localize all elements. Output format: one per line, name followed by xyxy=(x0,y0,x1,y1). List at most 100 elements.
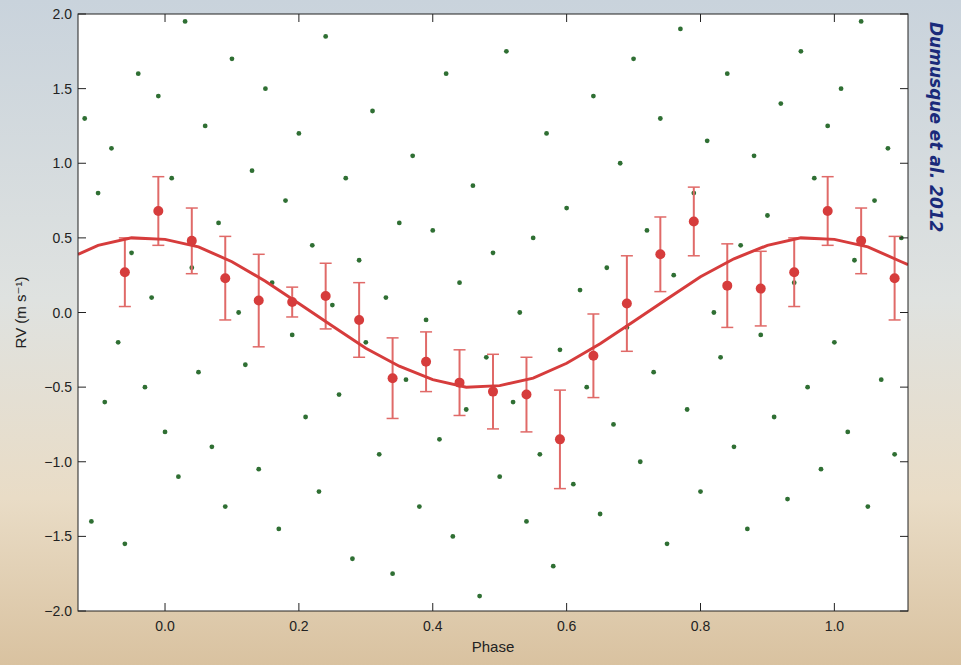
y-tick-label: 2.0 xyxy=(53,6,73,22)
rv-point xyxy=(290,332,295,337)
rv-point xyxy=(143,385,148,390)
rv-point xyxy=(631,56,636,61)
rv-point xyxy=(799,49,804,54)
y-tick xyxy=(78,163,908,164)
rv-point xyxy=(384,295,389,300)
binned-point xyxy=(120,267,130,277)
rv-point xyxy=(350,556,355,561)
rv-point xyxy=(752,153,757,158)
rv-point xyxy=(859,19,864,24)
x-tick xyxy=(566,14,567,611)
fit-curve xyxy=(78,238,908,387)
rv-point xyxy=(852,258,857,263)
chart: 0.00.20.40.60.81.0−2.0−1.5−1.0−0.50.00.5… xyxy=(0,0,961,665)
x-tick-label: 0.6 xyxy=(557,618,577,634)
rv-point xyxy=(819,467,824,472)
error-bar xyxy=(152,177,164,246)
rv-point xyxy=(323,34,328,39)
rv-point xyxy=(136,71,141,76)
rv-point xyxy=(230,56,235,61)
rv-point xyxy=(296,131,301,136)
binned-point xyxy=(655,249,665,259)
rv-point xyxy=(357,258,362,263)
rv-point xyxy=(236,310,241,315)
error-bar xyxy=(788,238,800,307)
rv-point xyxy=(658,116,663,121)
binned-point xyxy=(890,273,900,283)
binned-point xyxy=(354,315,364,325)
error-bar xyxy=(420,332,432,392)
rv-point xyxy=(424,318,429,323)
rv-point xyxy=(390,571,395,576)
rv-point xyxy=(584,385,589,390)
credit: Dumusque et al. 2012 xyxy=(926,22,946,232)
rv-point xyxy=(149,295,154,300)
rv-point xyxy=(504,49,509,54)
rv-point xyxy=(450,534,455,539)
error-bar xyxy=(822,177,834,246)
binned-point xyxy=(789,267,799,277)
rv-point xyxy=(417,504,422,509)
rv-point xyxy=(444,71,449,76)
rv-point xyxy=(711,310,716,315)
y-tick xyxy=(78,461,908,462)
rv-point xyxy=(611,422,616,427)
binned-point xyxy=(421,357,431,367)
rv-point xyxy=(491,250,496,255)
x-tick-label: 0.8 xyxy=(691,618,711,634)
rv-point xyxy=(537,452,542,457)
binned-point xyxy=(321,291,331,301)
rv-point xyxy=(772,415,777,420)
y-tick-label: −1.0 xyxy=(44,454,72,470)
binned-point xyxy=(488,387,498,397)
rv-point xyxy=(310,243,315,248)
rv-point xyxy=(531,235,536,240)
y-tick xyxy=(78,14,908,15)
data-group xyxy=(78,19,908,598)
x-tick xyxy=(298,14,299,611)
rv-point xyxy=(892,452,897,457)
y-tick xyxy=(78,536,908,537)
rv-point xyxy=(812,176,817,181)
rv-point xyxy=(283,198,288,203)
error-bar xyxy=(387,338,399,419)
binned-point xyxy=(254,296,264,306)
x-tick xyxy=(432,14,433,611)
x-tick xyxy=(834,14,835,611)
rv-point xyxy=(725,71,730,76)
rv-point xyxy=(872,198,877,203)
rv-point xyxy=(685,407,690,412)
rv-point xyxy=(578,288,583,293)
rv-point xyxy=(464,407,469,412)
rv-point xyxy=(243,362,248,367)
error-bar xyxy=(253,254,265,347)
error-bar xyxy=(688,187,700,256)
rv-point xyxy=(618,161,623,166)
rv-point xyxy=(250,168,255,173)
rv-point xyxy=(337,392,342,397)
rv-point xyxy=(865,504,870,509)
binned-point xyxy=(722,281,732,291)
rv-point xyxy=(604,265,609,270)
rv-point xyxy=(377,452,382,457)
rv-point xyxy=(778,101,783,106)
rv-point xyxy=(765,213,770,218)
rv-point xyxy=(116,340,121,345)
rv-point xyxy=(96,191,101,196)
rv-point xyxy=(317,489,322,494)
rv-point xyxy=(671,273,676,278)
rv-point xyxy=(758,332,763,337)
rv-point xyxy=(886,146,891,151)
error-bar xyxy=(855,208,867,274)
y-tick xyxy=(78,387,908,388)
binned-point xyxy=(521,390,531,400)
rv-point xyxy=(544,131,549,136)
y-tick xyxy=(78,237,908,238)
y-tick-label: −1.5 xyxy=(44,528,72,544)
rv-point xyxy=(732,444,737,449)
rv-point xyxy=(263,86,268,91)
x-axis-title: Phase xyxy=(472,638,515,655)
binned-point xyxy=(555,434,565,444)
error-bar xyxy=(755,251,767,326)
rv-point xyxy=(805,385,810,390)
